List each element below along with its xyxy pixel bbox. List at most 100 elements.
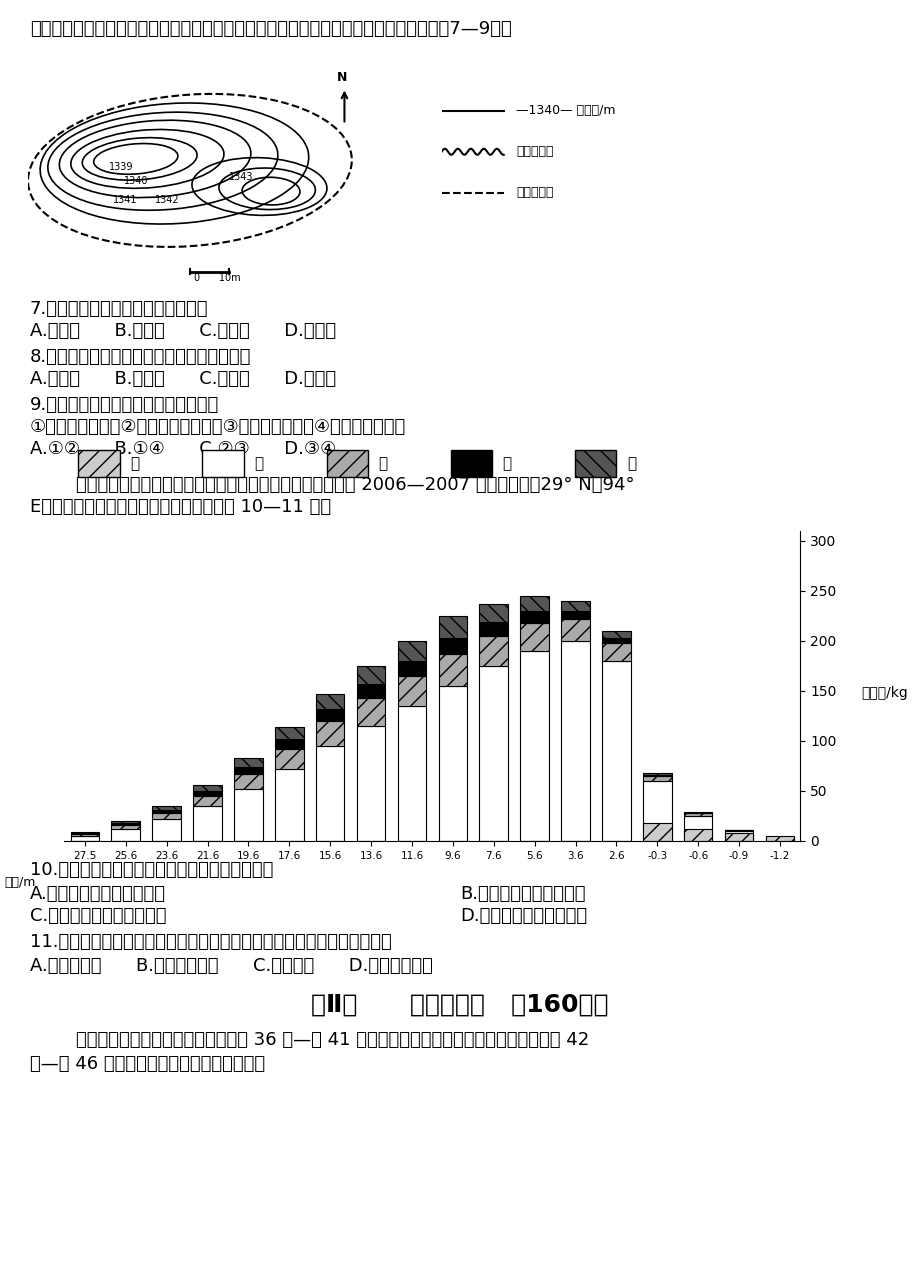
Bar: [574, 450, 616, 476]
Bar: [438, 654, 467, 685]
Text: 题—第 46 题为选考题，考生根据要求作答。: 题—第 46 题为选考题，考生根据要求作答。: [30, 1055, 265, 1073]
Bar: [683, 817, 711, 841]
Text: 1342: 1342: [155, 195, 179, 205]
Bar: [233, 789, 263, 841]
Bar: [520, 623, 549, 651]
Bar: [193, 806, 221, 841]
Bar: [438, 617, 467, 638]
Bar: [153, 810, 181, 813]
Bar: [561, 641, 589, 841]
Bar: [153, 819, 181, 841]
Bar: [193, 791, 221, 796]
Bar: [479, 636, 507, 666]
Bar: [479, 666, 507, 841]
Bar: [233, 767, 263, 775]
Text: A.风速快      B.植被多      C.坡度缓      D.降水多: A.风速快 B.植被多 C.坡度缓 D.降水多: [30, 369, 335, 389]
Bar: [315, 747, 344, 841]
Bar: [561, 619, 589, 641]
Text: 叶: 叶: [502, 456, 511, 471]
Bar: [153, 813, 181, 819]
Bar: [233, 775, 263, 789]
Bar: [601, 643, 630, 661]
Text: A.①②      B.①④      C.②③      D.③④: A.①② B.①④ C.②③ D.③④: [30, 440, 335, 457]
Text: 8.图示沙丘高度不断增加是因为沙丘比风蚀坑: 8.图示沙丘高度不断增加是因为沙丘比风蚀坑: [30, 348, 251, 366]
Text: 本卷包括必考题和选考题两部分。第 36 题—第 41 题为必考题，每个试题考生都必须作答。第 42: 本卷包括必考题和选考题两部分。第 36 题—第 41 题为必考题，每个试题考生都…: [30, 1031, 588, 1049]
Bar: [438, 685, 467, 841]
Bar: [397, 676, 425, 706]
Bar: [275, 739, 303, 749]
Bar: [111, 829, 140, 841]
Text: 积沙区边界: 积沙区边界: [516, 145, 553, 158]
Y-axis label: 生物量/kg: 生物量/kg: [861, 685, 907, 699]
Text: 区调整产业结构，大力发展旅游业。下图示意某风蚀坑及坑边沙丘等高线分布。据此完成7—9题。: 区调整产业结构，大力发展旅游业。下图示意某风蚀坑及坑边沙丘等高线分布。据此完成7…: [30, 20, 511, 38]
Text: 7.根据风蚀坑的形态，推测该地盛行: 7.根据风蚀坑的形态，推测该地盛行: [30, 299, 209, 318]
Bar: [683, 829, 711, 841]
Bar: [601, 631, 630, 638]
Bar: [601, 638, 630, 643]
Text: N: N: [336, 70, 346, 84]
Bar: [193, 796, 221, 806]
Bar: [275, 769, 303, 841]
Bar: [275, 727, 303, 739]
Bar: [357, 666, 385, 684]
Bar: [153, 806, 181, 810]
Bar: [71, 836, 99, 841]
Bar: [479, 622, 507, 636]
Bar: [71, 834, 99, 836]
Bar: [111, 820, 140, 823]
Text: C.根深利于吸收深处地下水: C.根深利于吸收深处地下水: [30, 907, 166, 925]
Bar: [326, 450, 368, 476]
Bar: [315, 694, 344, 710]
Text: 0      10m: 0 10m: [194, 273, 240, 283]
Bar: [479, 604, 507, 622]
Bar: [561, 612, 589, 619]
Text: E）云杉林标准生物量垂直分布。读图回答 10—11 题。: E）云杉林标准生物量垂直分布。读图回答 10—11 题。: [30, 498, 331, 516]
Bar: [520, 596, 549, 612]
Bar: [683, 813, 711, 817]
Bar: [724, 833, 753, 841]
Text: 风蚀坑边界: 风蚀坑边界: [516, 186, 553, 199]
Bar: [724, 831, 753, 841]
Bar: [642, 773, 671, 775]
Bar: [765, 838, 793, 841]
Text: A.偏东风      B.偏南风      C.偏西风      D.偏北风: A.偏东风 B.偏南风 C.偏西风 D.偏北风: [30, 322, 335, 340]
Bar: [397, 706, 425, 841]
Bar: [111, 823, 140, 826]
Bar: [438, 638, 467, 654]
Text: 1343: 1343: [228, 172, 253, 182]
Bar: [642, 781, 671, 841]
Text: A.贺兰山西坡      B.长白山西北坡      C.南岭北坡      D.武夷山东南坡: A.贺兰山西坡 B.长白山西北坡 C.南岭北坡 D.武夷山东南坡: [30, 957, 433, 975]
Text: 标准木是指在森林调查中选测的有代表性的树木。下图示意 2006—2007 年西藏某地（29° N，94°: 标准木是指在森林调查中选测的有代表性的树木。下图示意 2006—2007 年西藏…: [30, 476, 634, 494]
Bar: [561, 601, 589, 612]
Text: 1339: 1339: [108, 162, 133, 172]
Bar: [397, 641, 425, 661]
Text: —1340— 等高线/m: —1340— 等高线/m: [516, 104, 615, 117]
Bar: [202, 450, 244, 476]
Bar: [357, 698, 385, 726]
Bar: [642, 776, 671, 781]
Bar: [642, 823, 671, 841]
Bar: [520, 651, 549, 841]
Bar: [193, 785, 221, 791]
Text: 皮: 皮: [378, 456, 387, 471]
Bar: [450, 450, 492, 476]
Bar: [233, 758, 263, 767]
Text: 1340: 1340: [124, 176, 149, 186]
Text: 枝: 枝: [626, 456, 635, 471]
Text: 9.为防止风蚀坑规模扩大，可在该地区: 9.为防止风蚀坑规模扩大，可在该地区: [30, 396, 219, 414]
Bar: [315, 721, 344, 747]
Bar: [520, 612, 549, 623]
Text: A.枝叶距离地面高便于采光: A.枝叶距离地面高便于采光: [30, 885, 165, 903]
Bar: [397, 661, 425, 676]
Bar: [357, 684, 385, 698]
Text: 干: 干: [254, 456, 263, 471]
Text: B.底层树皮减少水分蒸发: B.底层树皮减少水分蒸发: [460, 885, 584, 903]
Bar: [78, 450, 119, 476]
Bar: [275, 749, 303, 769]
Text: 10.云杉林标准木形态特征与林区环境相适应的是: 10.云杉林标准木形态特征与林区环境相适应的是: [30, 861, 273, 879]
Text: ①营造常绿阔叶林②风蚀坑内设置沙障③控制越野自驾游④种植耐旱农作物: ①营造常绿阔叶林②风蚀坑内设置沙障③控制越野自驾游④种植耐旱农作物: [30, 418, 406, 436]
Text: 第Ⅱ卷      （非选择题   共160分）: 第Ⅱ卷 （非选择题 共160分）: [311, 992, 608, 1017]
Text: 1341: 1341: [112, 195, 137, 205]
Text: 高度/m: 高度/m: [5, 877, 36, 889]
Bar: [111, 826, 140, 829]
